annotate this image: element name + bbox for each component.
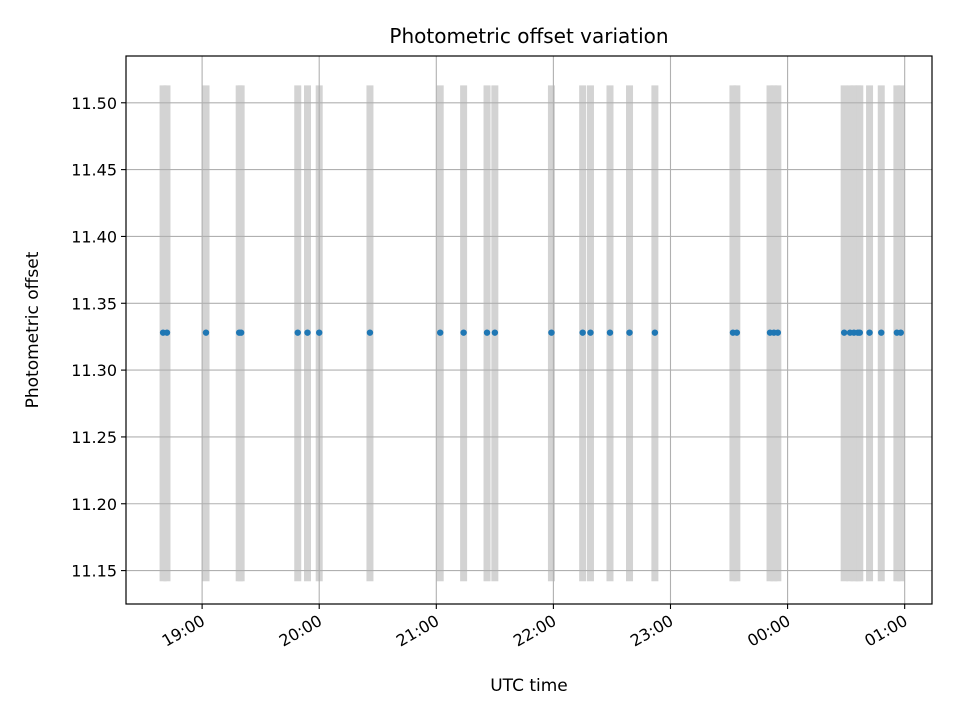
y-axis-label: Photometric offset [23, 251, 43, 408]
y-tick-label: 11.25 [71, 428, 117, 447]
y-tick-label: 11.45 [71, 161, 117, 180]
y-tick-label: 11.40 [71, 227, 117, 246]
plot-area-frame [125, 55, 933, 605]
y-tick-label: 11.15 [71, 562, 117, 581]
data-point [202, 329, 210, 336]
data-point [897, 329, 904, 336]
data-point [606, 329, 614, 336]
data-point [866, 329, 873, 336]
data-point [626, 329, 633, 336]
data-point [437, 329, 444, 336]
data-point [856, 329, 863, 336]
x-axis-label: UTC time [490, 676, 568, 696]
data-point [304, 329, 311, 336]
data-point [774, 329, 782, 336]
y-tick-label: 11.30 [71, 361, 117, 380]
y-tick-label: 11.20 [71, 495, 117, 514]
data-point [878, 329, 885, 336]
data-points [159, 329, 904, 336]
data-point [237, 329, 245, 336]
data-point [316, 329, 323, 336]
y-tick-label: 11.50 [71, 94, 117, 113]
data-point [163, 329, 171, 336]
data-point [579, 329, 586, 336]
data-point [294, 329, 301, 336]
data-point [651, 329, 659, 336]
y-axis-ticks: 11.15 11.20 11.25 11.30 11.35 11.40 11.45 11.50 [71, 94, 126, 581]
data-point [491, 329, 499, 336]
data-point [733, 329, 741, 336]
data-point [483, 329, 491, 336]
data-point [587, 329, 594, 336]
y-tick-label: 11.35 [71, 294, 117, 313]
data-point [460, 329, 467, 336]
data-point [366, 329, 374, 336]
data-point [840, 329, 848, 336]
chart-title: Photometric offset variation [389, 24, 668, 48]
data-point [548, 329, 555, 336]
